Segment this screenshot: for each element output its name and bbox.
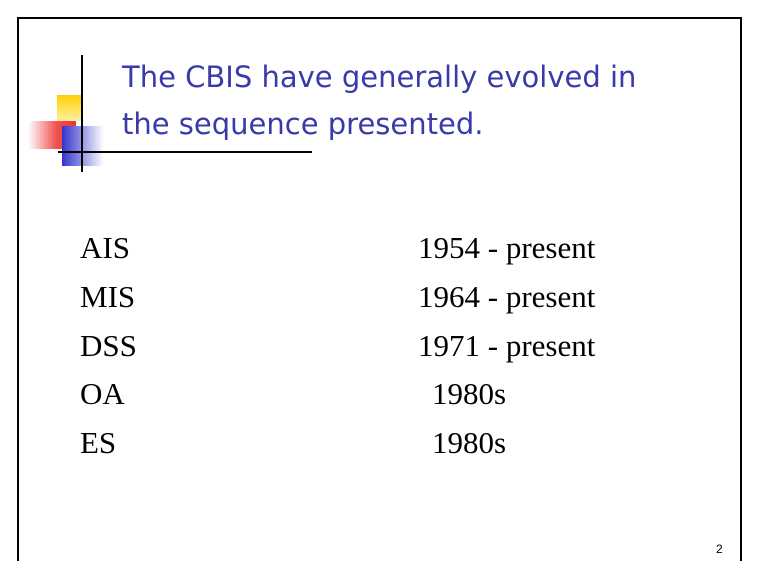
yellow-square [57, 95, 81, 121]
system-name: AIS [80, 230, 130, 265]
slide-frame [17, 17, 742, 561]
system-name: OA [80, 376, 125, 411]
period: 1971 - present [418, 328, 596, 363]
title-line: The CBIS have generally evolved in [121, 60, 636, 94]
period: 1954 - present [418, 230, 596, 265]
period: 1980s [432, 376, 506, 411]
title-line: the sequence presented. [122, 107, 483, 141]
period: 1980s [432, 425, 506, 460]
page-number: 2 [716, 542, 723, 556]
period: 1964 - present [418, 279, 596, 314]
decoration [28, 55, 312, 172]
system-name: ES [80, 425, 116, 460]
system-name: DSS [80, 328, 137, 363]
table: AIS 1954 - present MIS 1964 - present DS… [80, 230, 596, 460]
system-name: MIS [80, 279, 135, 314]
